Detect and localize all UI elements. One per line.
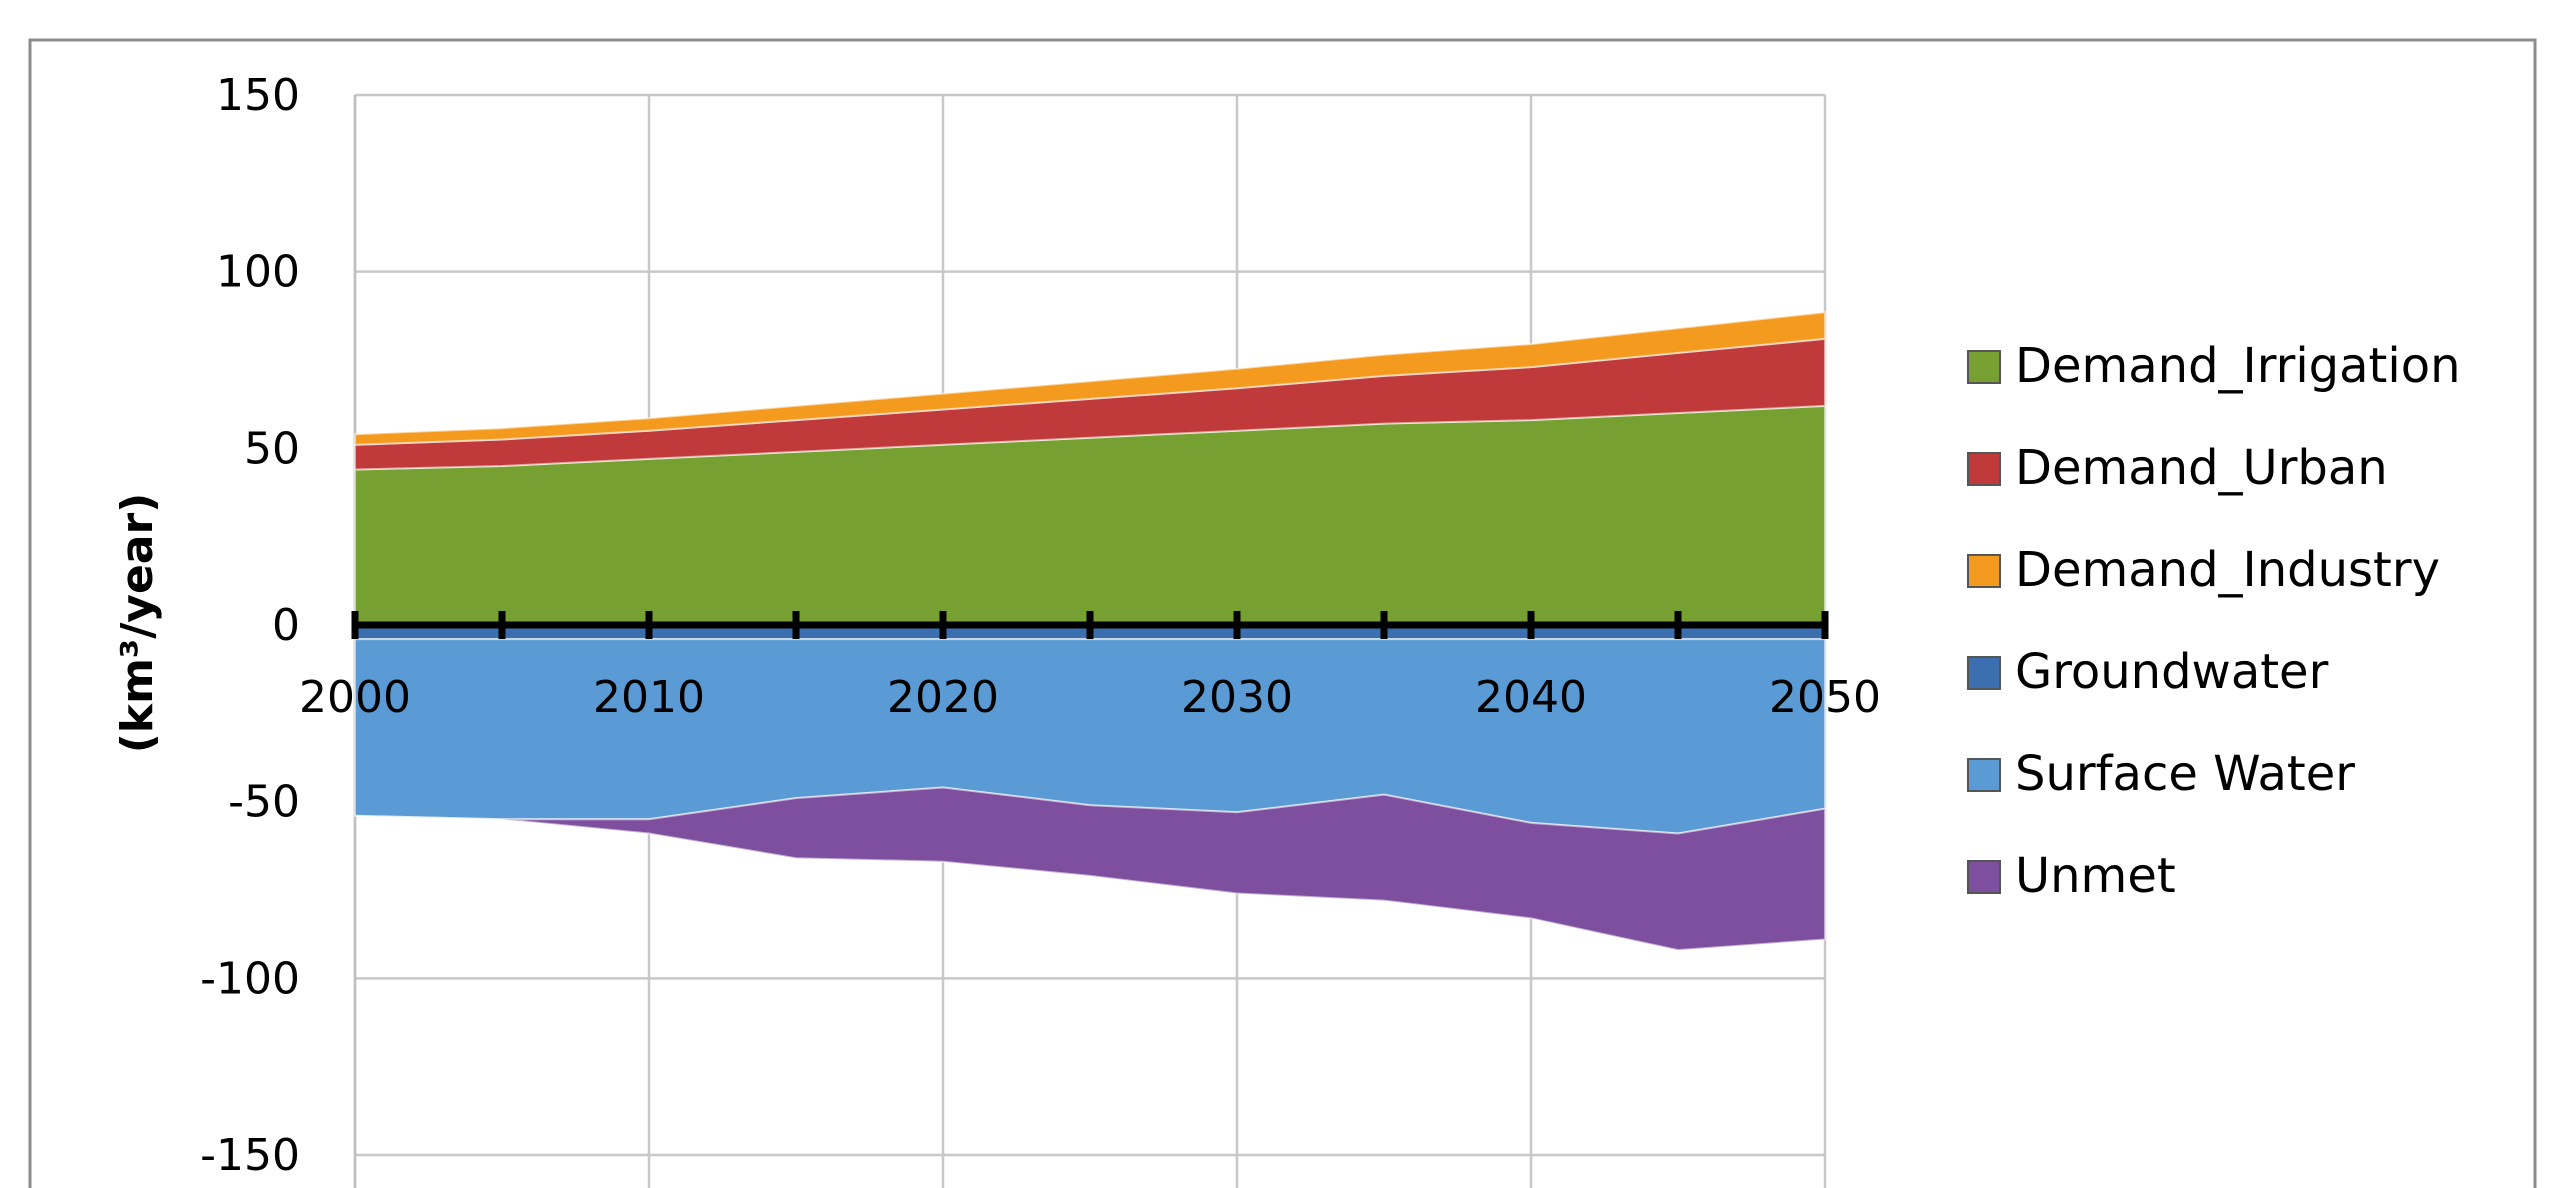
y-tick-label: 50 — [244, 423, 300, 474]
y-tick-label: 100 — [216, 247, 300, 298]
x-tick-label: 2050 — [1769, 672, 1881, 723]
legend-swatch — [1967, 554, 2001, 588]
area-series — [354, 311, 1826, 952]
legend-swatch — [1967, 758, 2001, 792]
x-tick-label: 2000 — [299, 672, 411, 723]
x-tick-label: 2010 — [593, 672, 705, 723]
legend-swatch — [1967, 452, 2001, 486]
legend-label: Demand_Industry — [2015, 542, 2440, 598]
y-tick-label: 0 — [272, 600, 300, 651]
legend-label: Demand_Irrigation — [2015, 338, 2461, 394]
legend-swatch — [1967, 656, 2001, 690]
y-tick-label: 150 — [216, 70, 300, 121]
y-tick-label: -100 — [200, 953, 300, 1004]
legend-swatch — [1967, 350, 2001, 384]
area-unmet — [354, 786, 1826, 952]
y-axis-title: (km³/year) — [112, 493, 163, 754]
legend-label: Groundwater — [2015, 644, 2329, 700]
y-tick-label: -150 — [200, 1130, 300, 1181]
area-demand-industry — [354, 311, 1826, 446]
y-tick-label: -50 — [228, 777, 300, 828]
legend-label: Unmet — [2015, 848, 2176, 904]
legend: Demand_Irrigation Demand_Urban Demand_Indu… — [1967, 338, 2461, 904]
y-tick-labels: 150 100 50 0 -50 -100 -150 — [200, 70, 300, 1181]
legend-label: Surface Water — [2015, 746, 2355, 802]
x-tick-label: 2020 — [887, 672, 999, 723]
zero-axis — [351, 611, 1829, 639]
x-tick-label: 2040 — [1475, 672, 1587, 723]
legend-label: Demand_Urban — [2015, 440, 2388, 496]
x-tick-labels: 2000 2010 2020 2030 2040 2050 — [299, 672, 1881, 723]
x-tick-label: 2030 — [1181, 672, 1293, 723]
legend-swatch — [1967, 860, 2001, 894]
